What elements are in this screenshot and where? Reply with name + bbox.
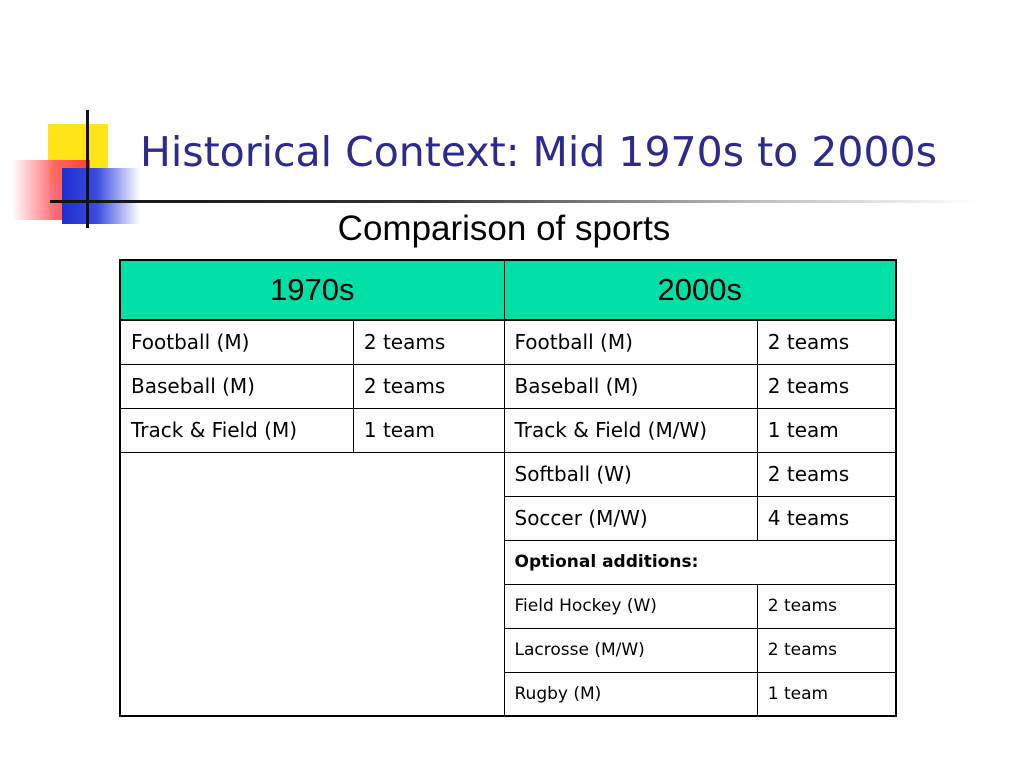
sport-2000s: Football (M) xyxy=(503,319,758,365)
teams-1970s: 2 teams xyxy=(352,319,505,365)
sport-1970s: Track & Field (M) xyxy=(119,407,354,453)
teams-2000s: 2 teams xyxy=(756,319,897,365)
table-row: Optional additions: xyxy=(120,539,897,585)
slide-subtitle: Comparison of sports xyxy=(337,209,671,248)
optional-sport: Field Hockey (W) xyxy=(503,583,758,629)
title-underline xyxy=(50,200,980,203)
table-row: Lacrosse (M/W) 2 teams xyxy=(120,627,897,673)
teams-2000s: 2 teams xyxy=(756,451,897,497)
header-2000s: 2000s xyxy=(503,259,897,321)
decorative-vertical-line xyxy=(86,110,89,228)
empty-1970s-cell xyxy=(119,451,505,717)
header-1970s: 1970s xyxy=(119,259,505,321)
optional-teams: 1 team xyxy=(756,671,897,717)
table-row: Softball (W) 2 teams xyxy=(119,451,897,717)
optional-sport: Lacrosse (M/W) xyxy=(503,627,758,673)
sport-1970s: Baseball (M) xyxy=(119,363,354,409)
table-row: Football (M) 2 teams Football (M) 2 team… xyxy=(119,319,897,365)
sport-2000s: Track & Field (M/W) xyxy=(503,407,758,453)
sport-2000s: Softball (W) xyxy=(503,451,758,497)
optional-sport: Rugby (M) xyxy=(503,671,758,717)
teams-1970s: 2 teams xyxy=(352,363,505,409)
table-row: Field Hockey (W) 2 teams xyxy=(120,583,897,629)
sport-2000s: Baseball (M) xyxy=(503,363,758,409)
sport-1970s: Football (M) xyxy=(119,319,354,365)
table-row: Track & Field (M) 1 team Track & Field (… xyxy=(119,407,897,453)
teams-2000s: 2 teams xyxy=(756,363,897,409)
slide-title: Historical Context: Mid 1970s to 2000s xyxy=(140,128,937,176)
decorative-blue-square xyxy=(62,168,140,224)
teams-1970s: 1 team xyxy=(352,407,505,453)
sport-2000s: Soccer (M/W) xyxy=(503,495,758,541)
optional-additions-label: Optional additions: xyxy=(503,539,897,585)
sports-comparison-table: 1970s 2000s Football (M) 2 teams Footbal… xyxy=(119,259,897,717)
optional-teams: 2 teams xyxy=(756,583,897,629)
table-header-row: 1970s 2000s xyxy=(119,259,897,321)
table-row: Baseball (M) 2 teams Baseball (M) 2 team… xyxy=(119,363,897,409)
teams-2000s: 4 teams xyxy=(756,495,897,541)
table-row: Rugby (M) 1 team xyxy=(120,671,897,717)
teams-2000s: 1 team xyxy=(756,407,897,453)
optional-teams: 2 teams xyxy=(756,627,897,673)
